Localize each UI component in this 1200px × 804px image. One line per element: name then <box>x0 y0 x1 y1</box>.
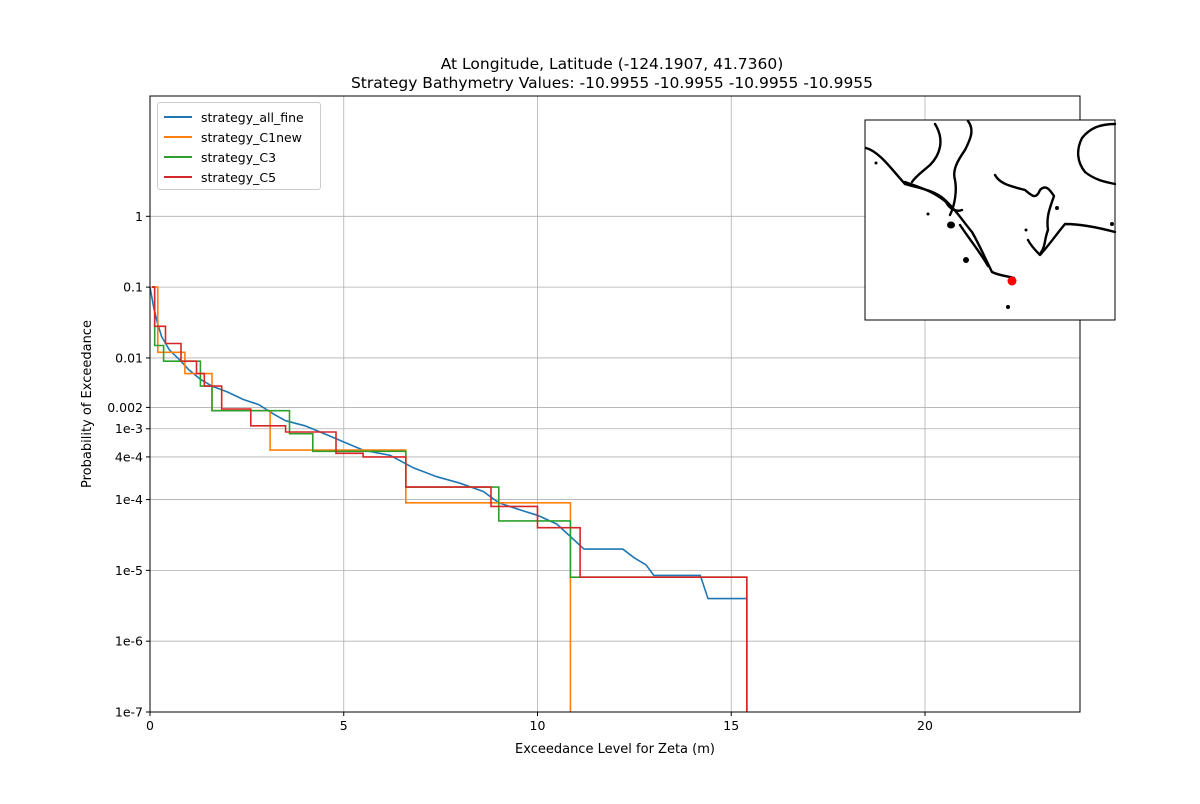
island-1 <box>947 221 955 229</box>
y-tick-label: 1e-4 <box>115 492 143 507</box>
legend: strategy_all_fine strategy_C1new strateg… <box>157 102 321 190</box>
y-tick-label: 0.1 <box>123 280 143 295</box>
islands <box>874 161 1114 309</box>
coastline-middle <box>993 173 1056 256</box>
chart-title: At Longitude, Latitude (-124.1907, 41.73… <box>441 55 784 73</box>
y-tick-label: 1e-5 <box>115 563 143 578</box>
grid <box>149 96 1080 713</box>
island-6 <box>1055 206 1059 210</box>
coastline-lake <box>1077 122 1117 186</box>
legend-entry-c1new: strategy_C1new <box>164 128 302 146</box>
island-8 <box>1024 228 1028 232</box>
island-7 <box>1110 222 1114 226</box>
island-4 <box>874 161 878 165</box>
series-line-strategy-C5 <box>151 286 748 712</box>
series-lines <box>149 286 748 712</box>
x-tick-label: 5 <box>340 718 348 733</box>
legend-entry-c5: strategy_C5 <box>164 168 276 186</box>
legend-swatch <box>164 136 192 138</box>
x-tick-label: 10 <box>530 718 546 733</box>
legend-entry-all-fine: strategy_all_fine <box>164 108 304 126</box>
y-tick-label: 4e-4 <box>115 449 143 464</box>
y-tick-label: 1 <box>135 209 143 224</box>
inset-map <box>864 119 1117 321</box>
y-tick-label: 1e-6 <box>115 634 143 649</box>
legend-label: strategy_C5 <box>201 169 277 185</box>
plot-area-frame <box>149 95 1081 713</box>
coastline-channel <box>903 180 964 212</box>
legend-swatch <box>164 156 192 158</box>
location-marker <box>1007 276 1017 286</box>
x-tick-label: 20 <box>917 718 933 733</box>
legend-swatch <box>164 176 192 178</box>
island-3 <box>1006 305 1010 309</box>
axis-ticks: 0 5 10 15 20 1e-7 1e-6 1e-5 1e-4 4e-4 1e-3 0.002 0.0… <box>107 209 933 733</box>
island-5 <box>926 212 930 216</box>
y-axis-label: Probability of Exceedance <box>80 320 95 488</box>
series-line-strategy-C3 <box>151 286 748 712</box>
y-tick-label: 1e-3 <box>115 421 143 436</box>
coastline-upper <box>948 119 973 217</box>
x-tick-label: 15 <box>723 718 739 733</box>
y-tick-label: 1e-7 <box>115 705 143 720</box>
x-axis-label: Exceedance Level for Zeta (m) <box>515 742 715 757</box>
coastline-river <box>864 146 1016 280</box>
legend-swatch <box>164 116 192 118</box>
coastline-east <box>1026 222 1117 257</box>
series-line-strategy-all-fine <box>149 286 748 712</box>
chart-subtitle: Strategy Bathymetry Values: -10.9955 -10… <box>351 74 873 92</box>
legend-label: strategy_C1new <box>201 129 302 145</box>
y-tick-label: 0.01 <box>115 350 143 365</box>
legend-entry-c3: strategy_C3 <box>164 148 276 166</box>
island-2 <box>963 257 969 263</box>
y-tick-label: 0.002 <box>107 400 143 415</box>
coastline <box>864 119 1117 280</box>
inset-map-frame <box>864 119 1116 321</box>
x-tick-label: 0 <box>146 718 154 733</box>
coastline-branch <box>910 122 942 184</box>
legend-label: strategy_all_fine <box>201 109 304 125</box>
legend-label: strategy_C3 <box>201 149 277 165</box>
coastline-lower <box>958 223 990 268</box>
